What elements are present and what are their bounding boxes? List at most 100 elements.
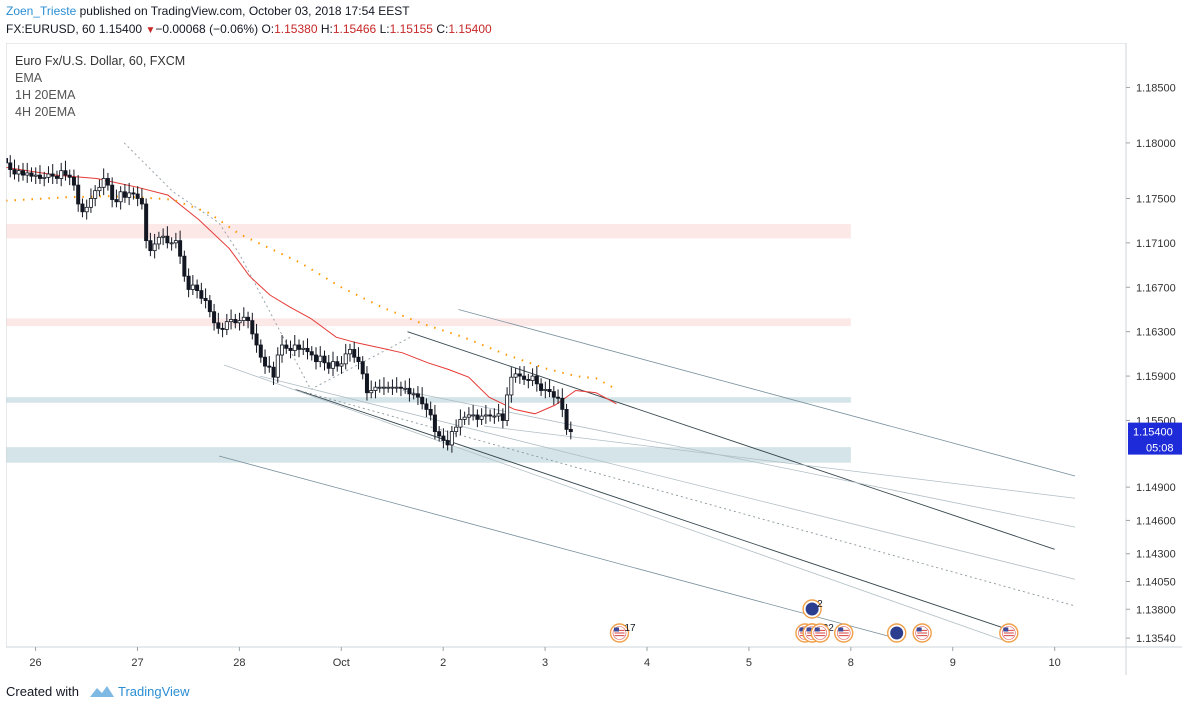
candle[interactable]	[67, 169, 72, 186]
candle[interactable]	[20, 162, 25, 181]
candle[interactable]	[386, 381, 391, 393]
candle[interactable]	[360, 356, 365, 380]
channel-dark-line[interactable]	[407, 331, 1055, 550]
candle[interactable]	[339, 356, 344, 374]
candle[interactable]	[182, 250, 187, 282]
channel-light-line[interactable]	[259, 375, 1076, 580]
candle[interactable]	[46, 166, 51, 183]
resistance-zone[interactable]	[6, 318, 851, 327]
candle[interactable]	[258, 339, 263, 363]
candle[interactable]	[237, 312, 242, 331]
candle[interactable]	[105, 172, 110, 191]
candle[interactable]	[437, 426, 442, 442]
candle[interactable]	[25, 162, 30, 183]
candle[interactable]	[84, 199, 89, 220]
channel-dark-line[interactable]	[295, 388, 1015, 632]
candle[interactable]	[275, 347, 280, 383]
candle[interactable]	[335, 356, 340, 372]
legend-item-ema[interactable]: EMA	[15, 71, 43, 85]
candle[interactable]	[530, 368, 535, 387]
candle[interactable]	[190, 275, 195, 296]
candle[interactable]	[263, 349, 268, 374]
candle[interactable]	[534, 366, 539, 392]
candle[interactable]	[12, 159, 17, 180]
candle[interactable]	[101, 168, 106, 196]
candle[interactable]	[29, 167, 34, 182]
candle[interactable]	[394, 377, 399, 393]
support-zone[interactable]	[6, 447, 851, 463]
candle[interactable]	[428, 401, 433, 421]
candle[interactable]	[254, 323, 259, 353]
resistance-zone[interactable]	[6, 223, 851, 239]
candle[interactable]	[347, 343, 352, 362]
candle[interactable]	[466, 407, 471, 425]
economic-event[interactable]	[912, 623, 932, 643]
candle[interactable]	[364, 366, 369, 401]
economic-event[interactable]: 17	[609, 623, 637, 643]
candle[interactable]	[420, 387, 425, 410]
candle[interactable]	[71, 169, 76, 191]
candle[interactable]	[271, 361, 276, 385]
candle[interactable]	[403, 380, 408, 394]
candle[interactable]	[415, 386, 420, 405]
candle[interactable]	[556, 389, 561, 404]
candle[interactable]	[144, 198, 149, 249]
candle[interactable]	[330, 351, 335, 377]
candle[interactable]	[178, 230, 183, 264]
candle[interactable]	[411, 388, 416, 400]
candle[interactable]	[288, 340, 293, 359]
legend-item-4h-ema[interactable]: 4H 20EMA	[15, 105, 76, 119]
channel-blue-line[interactable]	[218, 455, 892, 638]
candle[interactable]	[500, 408, 505, 429]
candle[interactable]	[462, 411, 467, 425]
candle[interactable]	[560, 388, 565, 418]
candle[interactable]	[161, 228, 166, 246]
candle[interactable]	[458, 409, 463, 435]
economic-event[interactable]	[810, 623, 830, 643]
candle[interactable]	[80, 198, 85, 218]
candle[interactable]	[314, 347, 319, 370]
candle[interactable]	[284, 339, 289, 354]
candle[interactable]	[326, 354, 331, 374]
candle[interactable]	[522, 366, 527, 385]
candle[interactable]	[224, 313, 229, 336]
candle[interactable]	[356, 347, 361, 370]
candle[interactable]	[88, 188, 93, 213]
tradingview-logo-icon[interactable]	[83, 684, 118, 699]
candle[interactable]	[543, 381, 548, 399]
candle[interactable]	[369, 380, 374, 399]
candle[interactable]	[216, 312, 221, 334]
channel-light-line[interactable]	[223, 364, 1004, 641]
candle[interactable]	[305, 338, 310, 360]
ema-1h-line[interactable]	[6, 166, 617, 415]
candle[interactable]	[407, 378, 412, 402]
candle[interactable]	[267, 356, 272, 373]
candle[interactable]	[207, 295, 212, 318]
tradingview-link[interactable]: TradingView	[118, 684, 190, 699]
candle[interactable]	[63, 160, 68, 181]
candle[interactable]	[37, 165, 42, 185]
candle[interactable]	[93, 185, 98, 207]
candle[interactable]	[212, 303, 217, 331]
candle[interactable]	[424, 398, 429, 418]
candle[interactable]	[165, 226, 170, 249]
candle[interactable]	[505, 387, 510, 427]
candle[interactable]	[148, 232, 153, 257]
candle[interactable]	[381, 377, 386, 395]
candle[interactable]	[526, 373, 531, 389]
candle[interactable]	[169, 237, 174, 251]
candle[interactable]	[54, 170, 59, 185]
candle[interactable]	[551, 386, 556, 405]
candle[interactable]	[186, 268, 191, 298]
candle[interactable]	[246, 311, 251, 329]
candle[interactable]	[135, 186, 140, 207]
candle[interactable]	[322, 350, 327, 371]
channel-light-line[interactable]	[402, 390, 1076, 528]
candle[interactable]	[114, 189, 119, 208]
candle[interactable]	[122, 184, 127, 203]
candle[interactable]	[432, 404, 437, 440]
candle[interactable]	[445, 430, 450, 451]
economic-event[interactable]	[887, 623, 907, 643]
candle[interactable]	[8, 155, 13, 178]
candle[interactable]	[229, 309, 234, 330]
